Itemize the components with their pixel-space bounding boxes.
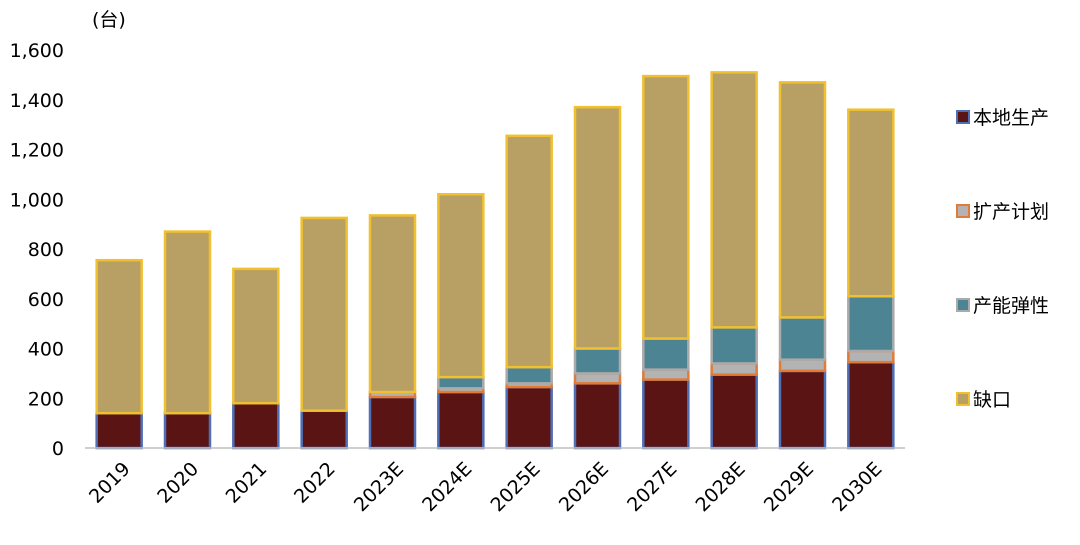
y-tick-label: 200 [28,388,64,410]
bar-segment [847,360,895,450]
legend-swatch [956,110,970,124]
bar-segment [642,368,690,381]
x-tick-label: 2021 [222,458,272,508]
bar-segment [573,347,622,375]
x-tick-label: 2025E [486,458,544,516]
bar-segment [778,81,827,319]
y-tick-label: 800 [28,239,64,261]
y-axis-unit-label: (台) [92,9,126,31]
x-tick-label: 2024E [418,458,476,516]
bar-segment [437,390,485,450]
bar-segment [710,71,758,329]
bars [95,71,895,450]
bar-segment [437,375,485,390]
x-tick-label: 2029E [760,458,818,516]
legend-label: 本地生产 [973,107,1049,129]
x-axis-ticks: 2019 2020 2021 2022 2023E 2024E 2025E 2026E 2027… [85,458,886,516]
bar-segment [642,337,690,371]
bar-segment [847,108,895,298]
bar-segment [232,401,280,450]
x-tick-label: 2030E [828,458,886,516]
bar-segment [847,349,895,364]
bar-segment [847,295,895,353]
bar-segment [232,267,280,405]
bar-segment [710,362,758,376]
y-tick-label: 600 [28,289,64,311]
x-tick-label: 2028E [691,458,749,516]
x-tick-label: 2020 [153,458,203,508]
x-tick-label: 2023E [350,458,408,516]
legend-swatch [956,298,970,312]
bar-segment [710,326,758,365]
bar-segment [437,193,485,379]
x-tick-label: 2026E [555,458,613,516]
bar-segment [163,230,212,415]
x-tick-label: 2022 [290,458,340,508]
legend-swatch [956,204,970,218]
y-tick-label: 0 [52,438,64,460]
y-tick-label: 1,000 [10,189,64,211]
bar-segment [95,411,143,450]
y-tick-label: 1,200 [10,140,64,162]
bar-segment [505,134,553,369]
y-tick-label: 1,400 [10,90,64,112]
bar-segment [368,214,417,394]
bar-segment [505,365,553,385]
bar-segment [95,258,143,415]
bar-segment [778,369,827,450]
x-tick-label: 2027E [623,458,681,516]
legend-label: 扩产计划 [973,201,1049,223]
bar-segment [642,74,690,340]
bar-segment [573,372,622,385]
legend-label: 缺口 [973,389,1011,411]
bar-segment [778,358,827,373]
bar-segment [573,105,622,350]
bar-segment [642,378,690,450]
y-tick-label: 1,600 [10,40,64,62]
bar-segment [368,395,417,450]
legend-label: 产能弹性 [973,295,1049,317]
x-tick-label: 2019 [85,458,135,508]
bar-segment [778,316,827,361]
y-tick-label: 400 [28,339,64,361]
bar-segment [710,373,758,450]
legend-swatch [956,392,970,406]
bar-segment [505,385,553,450]
bar-segment [300,216,348,412]
bar-segment [573,382,622,450]
bar-segment [163,411,212,450]
y-axis-ticks: 0 200 400 600 800 1,000 1,200 1,400 1,600 [10,40,64,460]
bar-segment [300,409,348,450]
